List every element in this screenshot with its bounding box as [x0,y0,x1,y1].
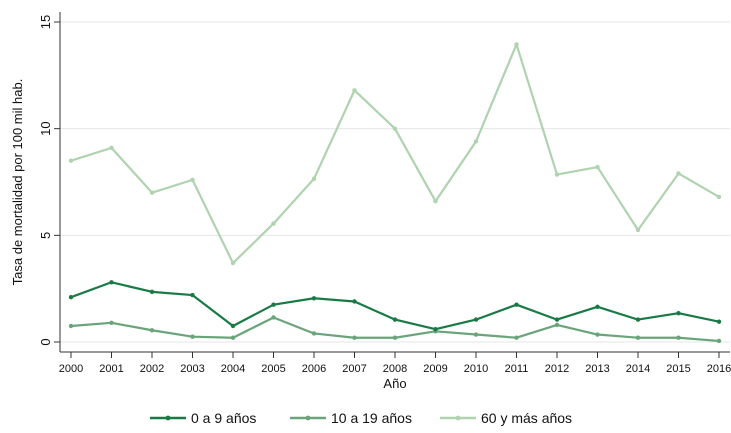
data-point [230,335,236,340]
data-point [595,164,600,170]
data-point [109,145,114,151]
data-point [352,335,357,340]
y-axis-title: Tasa de mortalidad por 100 mil hab. [10,79,25,286]
data-point [514,302,519,307]
data-point [230,260,236,266]
data-point [676,171,681,176]
legend-item: 60 y más años [440,410,572,426]
x-tick-label: 2009 [423,363,447,375]
series [68,42,722,344]
series-2 [68,42,722,266]
x-tick-label: 2016 [707,363,731,375]
data-point [68,323,74,329]
data-point [149,289,155,295]
legend-item: 0 a 9 años [150,410,256,426]
legend: 0 a 9 años 10 a 19 años 60 y más años [150,410,572,426]
x-tick-label: 2005 [261,363,285,375]
x-tick-label: 2014 [626,363,650,375]
data-point [473,332,479,337]
data-point [635,317,641,322]
legend-label: 60 y más años [481,410,572,426]
data-point [352,299,357,304]
x-tick-label: 2006 [302,363,326,375]
x-tick-label: 2011 [505,363,529,375]
data-point [595,332,600,337]
data-point [554,172,560,177]
data-point [514,42,519,47]
data-point [514,335,519,340]
data-point [190,334,195,339]
gridlines [60,21,730,343]
data-point [109,320,114,325]
data-point [716,338,722,344]
axes [59,12,730,353]
data-point [311,331,317,336]
data-point [554,317,560,322]
x-tick-label: 2015 [666,363,690,375]
data-point [271,221,276,226]
x-tick-label: 2000 [59,363,83,375]
data-point [392,335,398,340]
legend-label: 0 a 9 años [191,410,256,426]
data-point [149,328,155,333]
data-point [311,176,317,181]
x-tick-label: 2004 [221,363,245,375]
data-point [352,88,357,93]
series-0 [68,280,722,332]
data-point [68,158,74,163]
series-1 [68,315,722,344]
x-axis-title: Año [383,376,406,391]
x-tick-label: 2010 [464,363,488,375]
x-tick-label: 2007 [342,363,366,375]
data-point [230,323,236,329]
x-tick-label: 2013 [585,363,609,375]
x-tick-label: 2008 [383,363,407,375]
data-point [392,317,398,322]
data-point [271,302,276,307]
legend-marker [165,415,171,421]
legend-item: 10 a 19 años [290,410,412,426]
data-point [595,304,600,309]
y-tick-label: 0 [38,338,53,345]
series-line [70,43,720,265]
data-point [554,322,560,328]
data-point [716,194,722,200]
legend-label: 10 a 19 años [331,410,412,426]
x-tick-label: 2003 [180,363,204,375]
legend-marker [455,415,461,421]
data-point [676,335,681,340]
data-point [149,190,155,195]
data-point [635,335,641,340]
data-point [68,295,74,300]
data-point [190,292,195,298]
data-point [271,315,276,320]
data-point [473,317,479,322]
y-ticks: 0 5 10 15 [38,15,60,346]
data-point [190,177,195,183]
y-tick-label: 15 [38,15,53,29]
x-tick-label: 2012 [545,363,569,375]
data-point [109,280,114,285]
data-point [311,296,317,301]
legend-marker [305,415,311,421]
y-tick-label: 5 [38,232,53,239]
data-point [433,199,438,204]
x-ticks: 2000 2001 2002 2003 2004 2005 2006 2007 2008 2009… [59,352,731,375]
data-point [473,139,479,144]
y-tick-label: 10 [38,121,53,135]
data-point [635,227,641,233]
data-point [433,327,438,332]
x-tick-label: 2001 [99,363,123,375]
x-tick-label: 2002 [140,363,164,375]
data-point [676,311,681,316]
series-line [70,281,720,331]
data-point [716,319,722,324]
data-point [392,126,398,131]
